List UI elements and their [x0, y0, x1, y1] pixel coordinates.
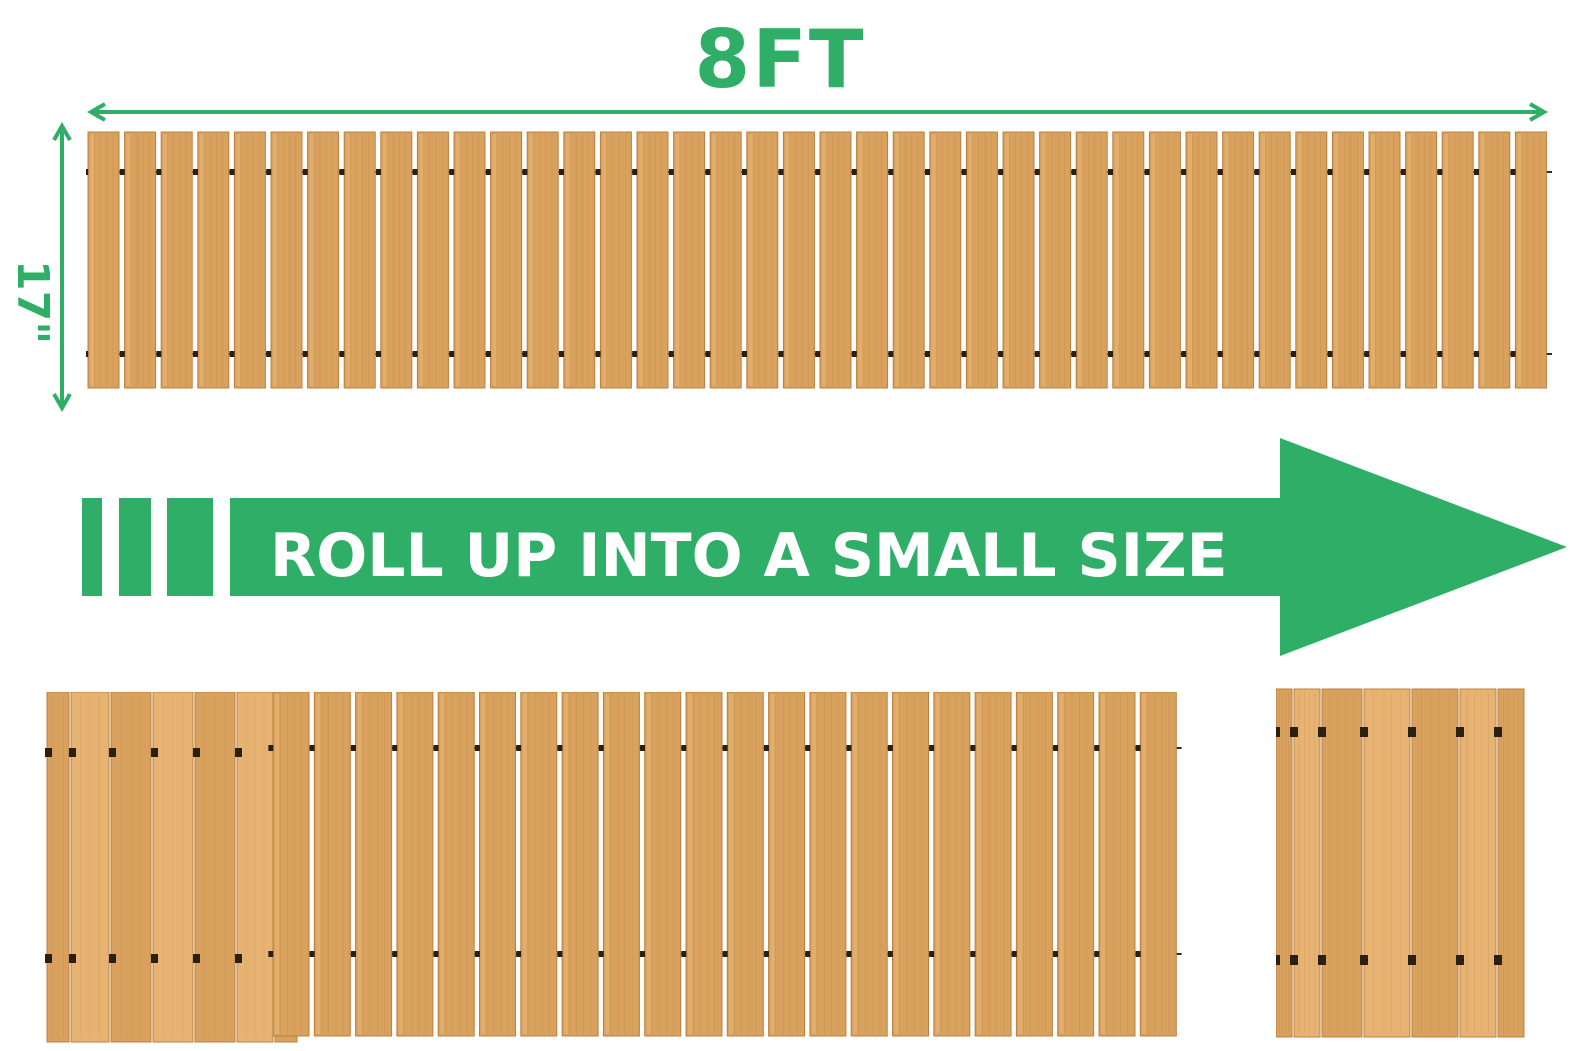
wood-slat	[86, 131, 120, 389]
wood-slat	[1318, 688, 1363, 1038]
wood-slat	[516, 692, 558, 1037]
wood-slat	[559, 131, 596, 389]
wood-slat	[302, 131, 340, 389]
wood-slat	[1400, 131, 1438, 389]
wood-slat	[350, 692, 393, 1037]
wood-slat	[433, 692, 475, 1037]
wood-slat	[722, 692, 764, 1037]
wood-slat	[805, 692, 847, 1037]
wood-slat	[268, 692, 310, 1037]
width-label: 17"	[7, 260, 58, 345]
wood-slat	[1071, 131, 1108, 389]
wood-slat	[998, 131, 1035, 389]
wood-slat	[742, 131, 779, 389]
wood-slat	[339, 131, 376, 389]
wood-slat	[598, 692, 640, 1037]
wood-slat	[449, 131, 486, 389]
wood-slat	[392, 692, 434, 1037]
wood-slat	[1408, 688, 1459, 1038]
wood-slat	[763, 692, 806, 1037]
wood-slat	[1327, 131, 1364, 389]
wood-slat	[846, 692, 888, 1037]
wood-slat	[376, 131, 413, 389]
wood-slat	[961, 131, 998, 389]
wood-slat	[1290, 688, 1321, 1038]
wood-slat	[1135, 692, 1177, 1037]
banner-text: ROLL UP INTO A SMALL SIZE	[270, 521, 1228, 591]
wood-slat	[229, 131, 266, 389]
flat-wooden-mat	[86, 131, 1552, 389]
wood-slat	[1474, 131, 1511, 389]
wood-slat	[1181, 131, 1218, 389]
wood-slat	[193, 131, 230, 389]
wood-slat	[557, 692, 599, 1037]
wood-slat	[485, 131, 523, 389]
wood-slat	[522, 131, 559, 389]
rolled-section	[45, 692, 298, 1043]
length-label: 8FT	[694, 13, 866, 106]
wood-slat	[1494, 688, 1525, 1038]
wood-slat	[681, 692, 723, 1037]
partially-rolled-wooden-mat	[45, 692, 1182, 1043]
wood-slat	[815, 131, 852, 389]
wood-slat	[1437, 131, 1474, 389]
wood-slat	[595, 131, 632, 389]
wood-slat	[1144, 131, 1181, 389]
wood-slat	[309, 692, 351, 1037]
wood-slat	[1108, 131, 1145, 389]
wood-slat	[1456, 688, 1497, 1038]
wood-slat	[1510, 131, 1547, 389]
wood-slat	[778, 131, 815, 389]
wood-slat	[632, 131, 669, 389]
wood-slat	[1360, 688, 1411, 1038]
wood-slat	[668, 131, 706, 389]
wood-slat	[474, 692, 516, 1037]
wood-slat	[929, 692, 971, 1037]
roll-up-banner-arrow-icon	[82, 438, 1567, 656]
wood-slat	[925, 131, 962, 389]
width-dimension-arrow-icon	[86, 102, 1549, 122]
height-dimension-arrow-icon	[52, 122, 72, 412]
wood-slat	[640, 692, 682, 1037]
wood-slat	[266, 131, 303, 389]
wood-slat	[851, 131, 889, 389]
wood-slat	[156, 131, 193, 389]
wood-slat	[887, 692, 929, 1037]
wood-slat	[412, 131, 449, 389]
rolled-wooden-mat	[1276, 688, 1525, 1038]
wood-slat	[705, 131, 742, 389]
wood-slat	[970, 692, 1012, 1037]
wood-slat	[119, 131, 157, 389]
wood-slat	[1011, 692, 1053, 1037]
wood-slat	[1094, 692, 1136, 1037]
wood-slat	[888, 131, 925, 389]
wood-slat	[1364, 131, 1401, 389]
wood-slat	[1053, 692, 1095, 1037]
wood-slat	[1276, 688, 1293, 1038]
wood-slat	[1254, 131, 1291, 389]
wood-slat	[1034, 131, 1072, 389]
wood-slat	[1217, 131, 1255, 389]
wood-slat	[1291, 131, 1328, 389]
